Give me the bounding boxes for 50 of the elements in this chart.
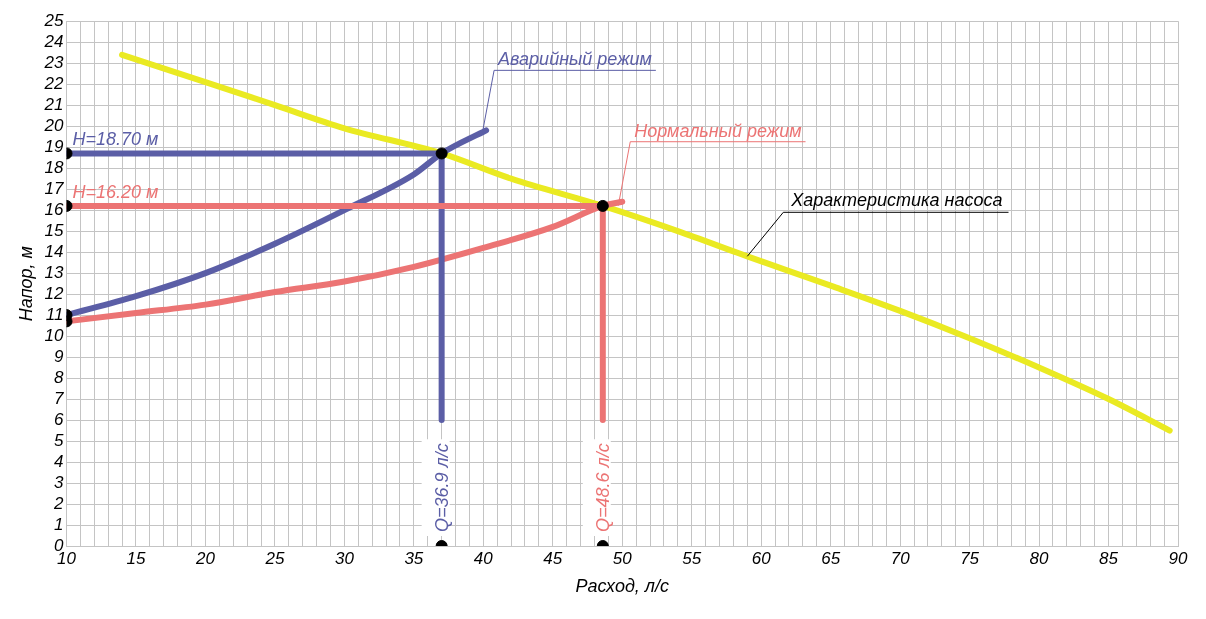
y-tick-label: 15 [44,220,65,240]
x-tick-label: 80 [1029,548,1050,568]
x-tick-label: 65 [821,548,841,568]
x-tick-label: 55 [682,548,702,568]
y-tick-label: 23 [43,52,65,72]
y-tick-label: 18 [44,157,65,177]
x-tick-label: 40 [473,548,494,568]
y-tick-label: 4 [54,451,64,471]
y-tick-label: 25 [43,10,65,30]
y-tick-label: 10 [44,325,65,345]
y-tick-label: 17 [44,178,65,198]
y-tick-label: 13 [44,262,65,282]
y-tick-label: 9 [54,346,65,366]
annotation: Q=36.9 л/с [431,443,452,532]
y-tick-label: 14 [44,241,64,261]
annotation: H=18.70 м [72,129,159,150]
x-tick-label: 60 [751,548,772,568]
x-tick-label: 70 [890,548,911,568]
text: Аварийный режим [497,49,652,70]
text: Нормальный режим [634,120,802,141]
annotation: Характеристика насоса [790,190,1003,211]
y-tick-label: 3 [54,472,65,492]
x-tick-label: 15 [126,548,146,568]
y-tick-label: 1 [54,514,64,534]
y-tick-label: 24 [43,31,64,51]
annotation: Q=48.6 л/с [592,443,613,532]
y-tick-label: 19 [44,136,65,156]
x-tick-label: 75 [960,548,980,568]
x-tick-label: 90 [1168,548,1188,568]
y-tick-label: 22 [43,73,65,93]
y-tick-label: 7 [54,388,65,408]
y-tick-label: 21 [43,94,64,114]
y-tick-label: 11 [45,304,64,324]
x-tick-label: 30 [334,548,355,568]
x-axis-title: Расход, л/с [575,576,670,597]
x-tick-label: 20 [194,548,216,568]
x-tick-label: 50 [612,548,633,568]
y-tick-label: 5 [54,430,65,450]
annotation: H=16.20 м [72,181,159,202]
y-tick-label: 16 [44,199,65,219]
y-tick-label: 6 [54,409,65,429]
y-tick-label: 2 [53,493,65,513]
x-tick-label: 85 [1099,548,1119,568]
y-tick-label: 12 [44,283,65,303]
y-tick-label: 8 [54,367,65,387]
x-tick-label: 45 [543,548,563,568]
y-axis-title: Напор, м [15,246,36,322]
x-tick-label: 35 [404,548,424,568]
x-tick-label: 25 [264,548,285,568]
y-tick-label: 20 [43,115,65,135]
